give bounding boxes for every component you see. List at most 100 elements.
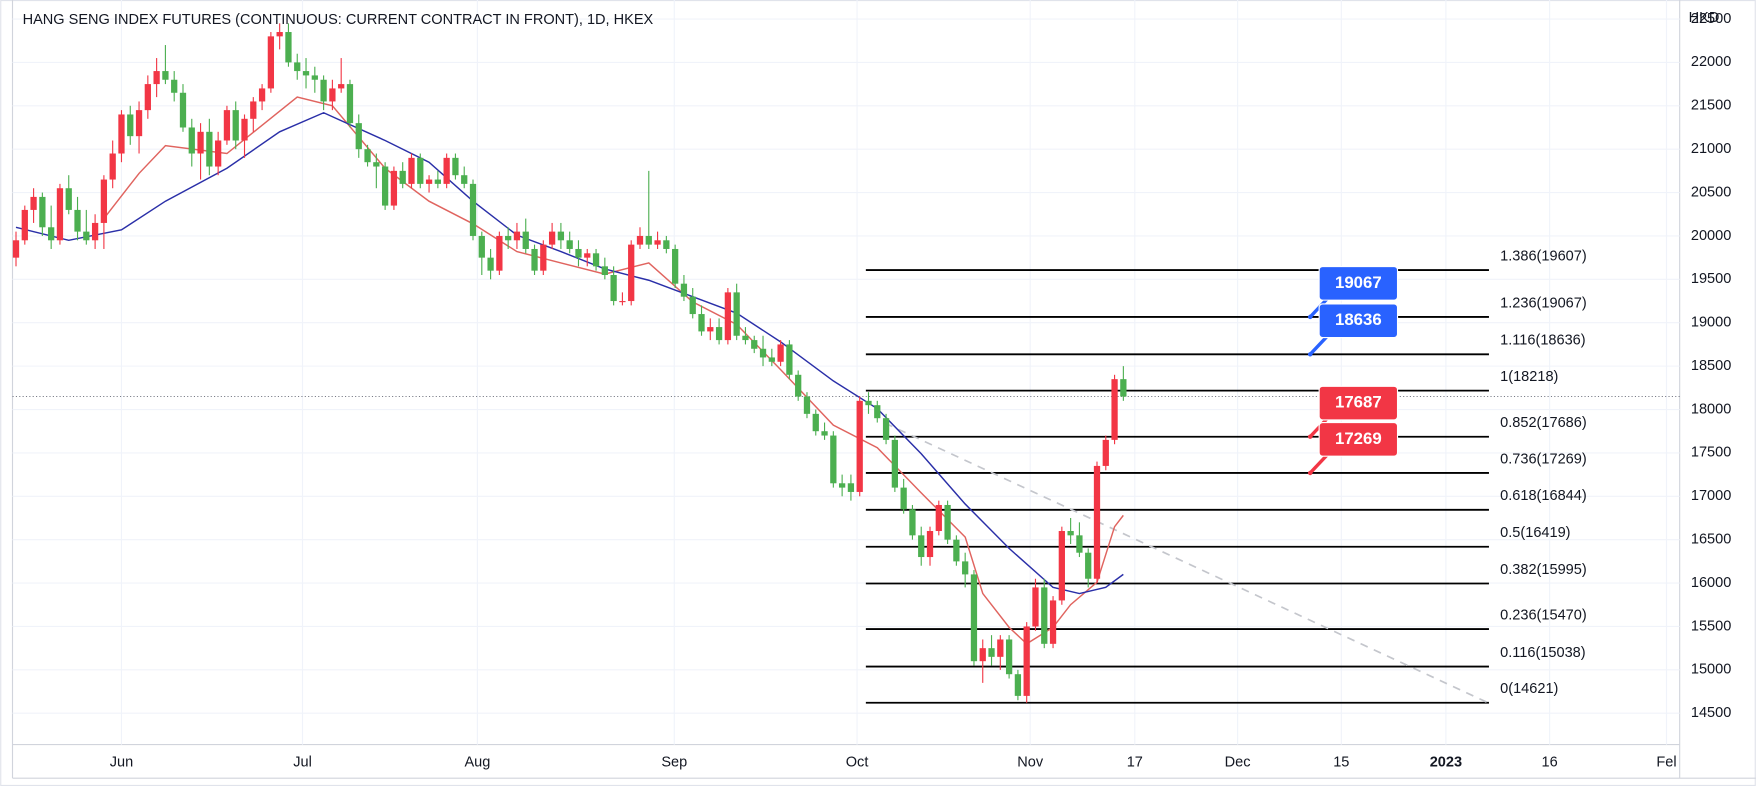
candle-body <box>364 149 371 163</box>
candle-body <box>355 123 362 150</box>
fib-label: 1.236(19067) <box>1500 295 1587 311</box>
candle-body <box>672 248 679 284</box>
candle-body <box>469 183 477 236</box>
y-tick-label: 16000 <box>1691 575 1731 591</box>
candle-body <box>698 314 705 332</box>
callout-anchor <box>1307 352 1313 357</box>
candle-body <box>1067 531 1074 536</box>
candle-body <box>171 79 178 93</box>
x-tick-label: Sep <box>661 754 687 770</box>
plot-area: 1.386(19607) 1.236(19067) 1.116(18636) 1(18… <box>12 23 1680 704</box>
candle-body <box>461 175 468 184</box>
y-tick-label: 19000 <box>1691 315 1731 331</box>
y-tick-label: 21000 <box>1691 141 1731 157</box>
x-tick-label: 15 <box>1333 754 1349 770</box>
candle-body <box>970 574 978 662</box>
chart-title: HANG SENG INDEX FUTURES (CONTINUOUS: CUR… <box>23 12 654 28</box>
candle-body <box>513 231 521 241</box>
y-tick-label: 17500 <box>1691 445 1731 461</box>
candle-body <box>30 196 37 210</box>
candle-body <box>619 301 626 303</box>
x-tick-label: Nov <box>1017 754 1044 770</box>
candle-body <box>381 166 389 206</box>
candle-body <box>654 240 661 245</box>
candle-body <box>575 248 582 258</box>
candle-body <box>399 170 406 184</box>
candle-body <box>425 179 433 184</box>
x-tick-label: Dec <box>1225 754 1251 770</box>
y-tick-label: 22500 <box>1691 11 1731 27</box>
candle-body <box>962 561 969 575</box>
candle-body <box>1076 535 1083 553</box>
candle-body <box>997 639 1004 657</box>
y-tick-label: 16500 <box>1691 532 1731 548</box>
candle-body <box>645 235 652 245</box>
fib-label: 0.852(17686) <box>1500 415 1587 431</box>
candle-body <box>83 231 90 241</box>
candle-body <box>522 231 529 249</box>
candle-body <box>891 439 898 488</box>
candle-body <box>206 131 213 167</box>
candle-body <box>803 396 811 414</box>
callout-connector <box>1308 334 1330 356</box>
candle-body <box>408 157 415 184</box>
candle-body <box>505 235 512 241</box>
candle-body <box>856 400 863 492</box>
fib-label: 0.236(15470) <box>1500 607 1587 623</box>
candle-body <box>707 327 714 332</box>
fib-label: 1.116(18636) <box>1500 333 1585 349</box>
candle-body <box>276 32 283 37</box>
candle-body <box>118 114 125 154</box>
y-tick-label: 20500 <box>1691 184 1731 200</box>
callout-box <box>1318 303 1399 339</box>
candle-body <box>179 92 187 128</box>
candle-body <box>680 283 688 297</box>
callout-label: 17269 <box>1335 429 1382 448</box>
candle-body <box>768 357 775 362</box>
candle-body <box>531 248 538 271</box>
candle-body <box>601 266 608 276</box>
y-tick-label: 18000 <box>1691 401 1731 417</box>
candle-body <box>557 231 565 241</box>
candle-body <box>777 344 784 362</box>
candle-body <box>197 131 204 154</box>
candle-body <box>1120 379 1127 397</box>
y-tick-label: 19500 <box>1691 271 1731 287</box>
candle-body <box>302 71 310 76</box>
callout-anchor <box>1307 434 1313 439</box>
candle-body <box>742 335 749 341</box>
candle-body <box>1049 600 1057 644</box>
y-tick-label: 18500 <box>1691 358 1731 374</box>
y-tick-label: 17000 <box>1691 488 1731 504</box>
candle-body <box>548 231 556 245</box>
candle-body <box>592 253 600 267</box>
candle-body <box>874 405 881 419</box>
candle-body <box>223 110 231 141</box>
candle-body <box>821 431 828 436</box>
candle-body <box>56 188 64 241</box>
candle-body <box>311 75 318 80</box>
x-tick-label: Aug <box>464 754 490 770</box>
candle-body <box>689 296 696 315</box>
candle-body <box>144 84 151 111</box>
candle-body <box>715 327 723 341</box>
candle-body <box>926 531 934 558</box>
candle-body <box>786 344 793 375</box>
candle-body <box>215 140 222 167</box>
trendline <box>884 422 1490 704</box>
candle-body <box>1085 552 1092 579</box>
y-tick-label: 21500 <box>1691 98 1731 114</box>
candle-body <box>390 170 398 206</box>
candle-body <box>127 114 134 137</box>
candle-body <box>584 253 591 258</box>
candle-body <box>830 435 837 484</box>
candle-body <box>91 222 99 241</box>
candle-body <box>48 227 55 241</box>
fib-label: 0.5(16419) <box>1500 525 1570 541</box>
candle-body <box>232 110 239 141</box>
x-tick-label: Jul <box>293 754 312 770</box>
callout-box <box>1318 385 1399 421</box>
x-tick-label: Fel <box>1656 754 1676 770</box>
callout-anchor <box>1307 314 1313 320</box>
